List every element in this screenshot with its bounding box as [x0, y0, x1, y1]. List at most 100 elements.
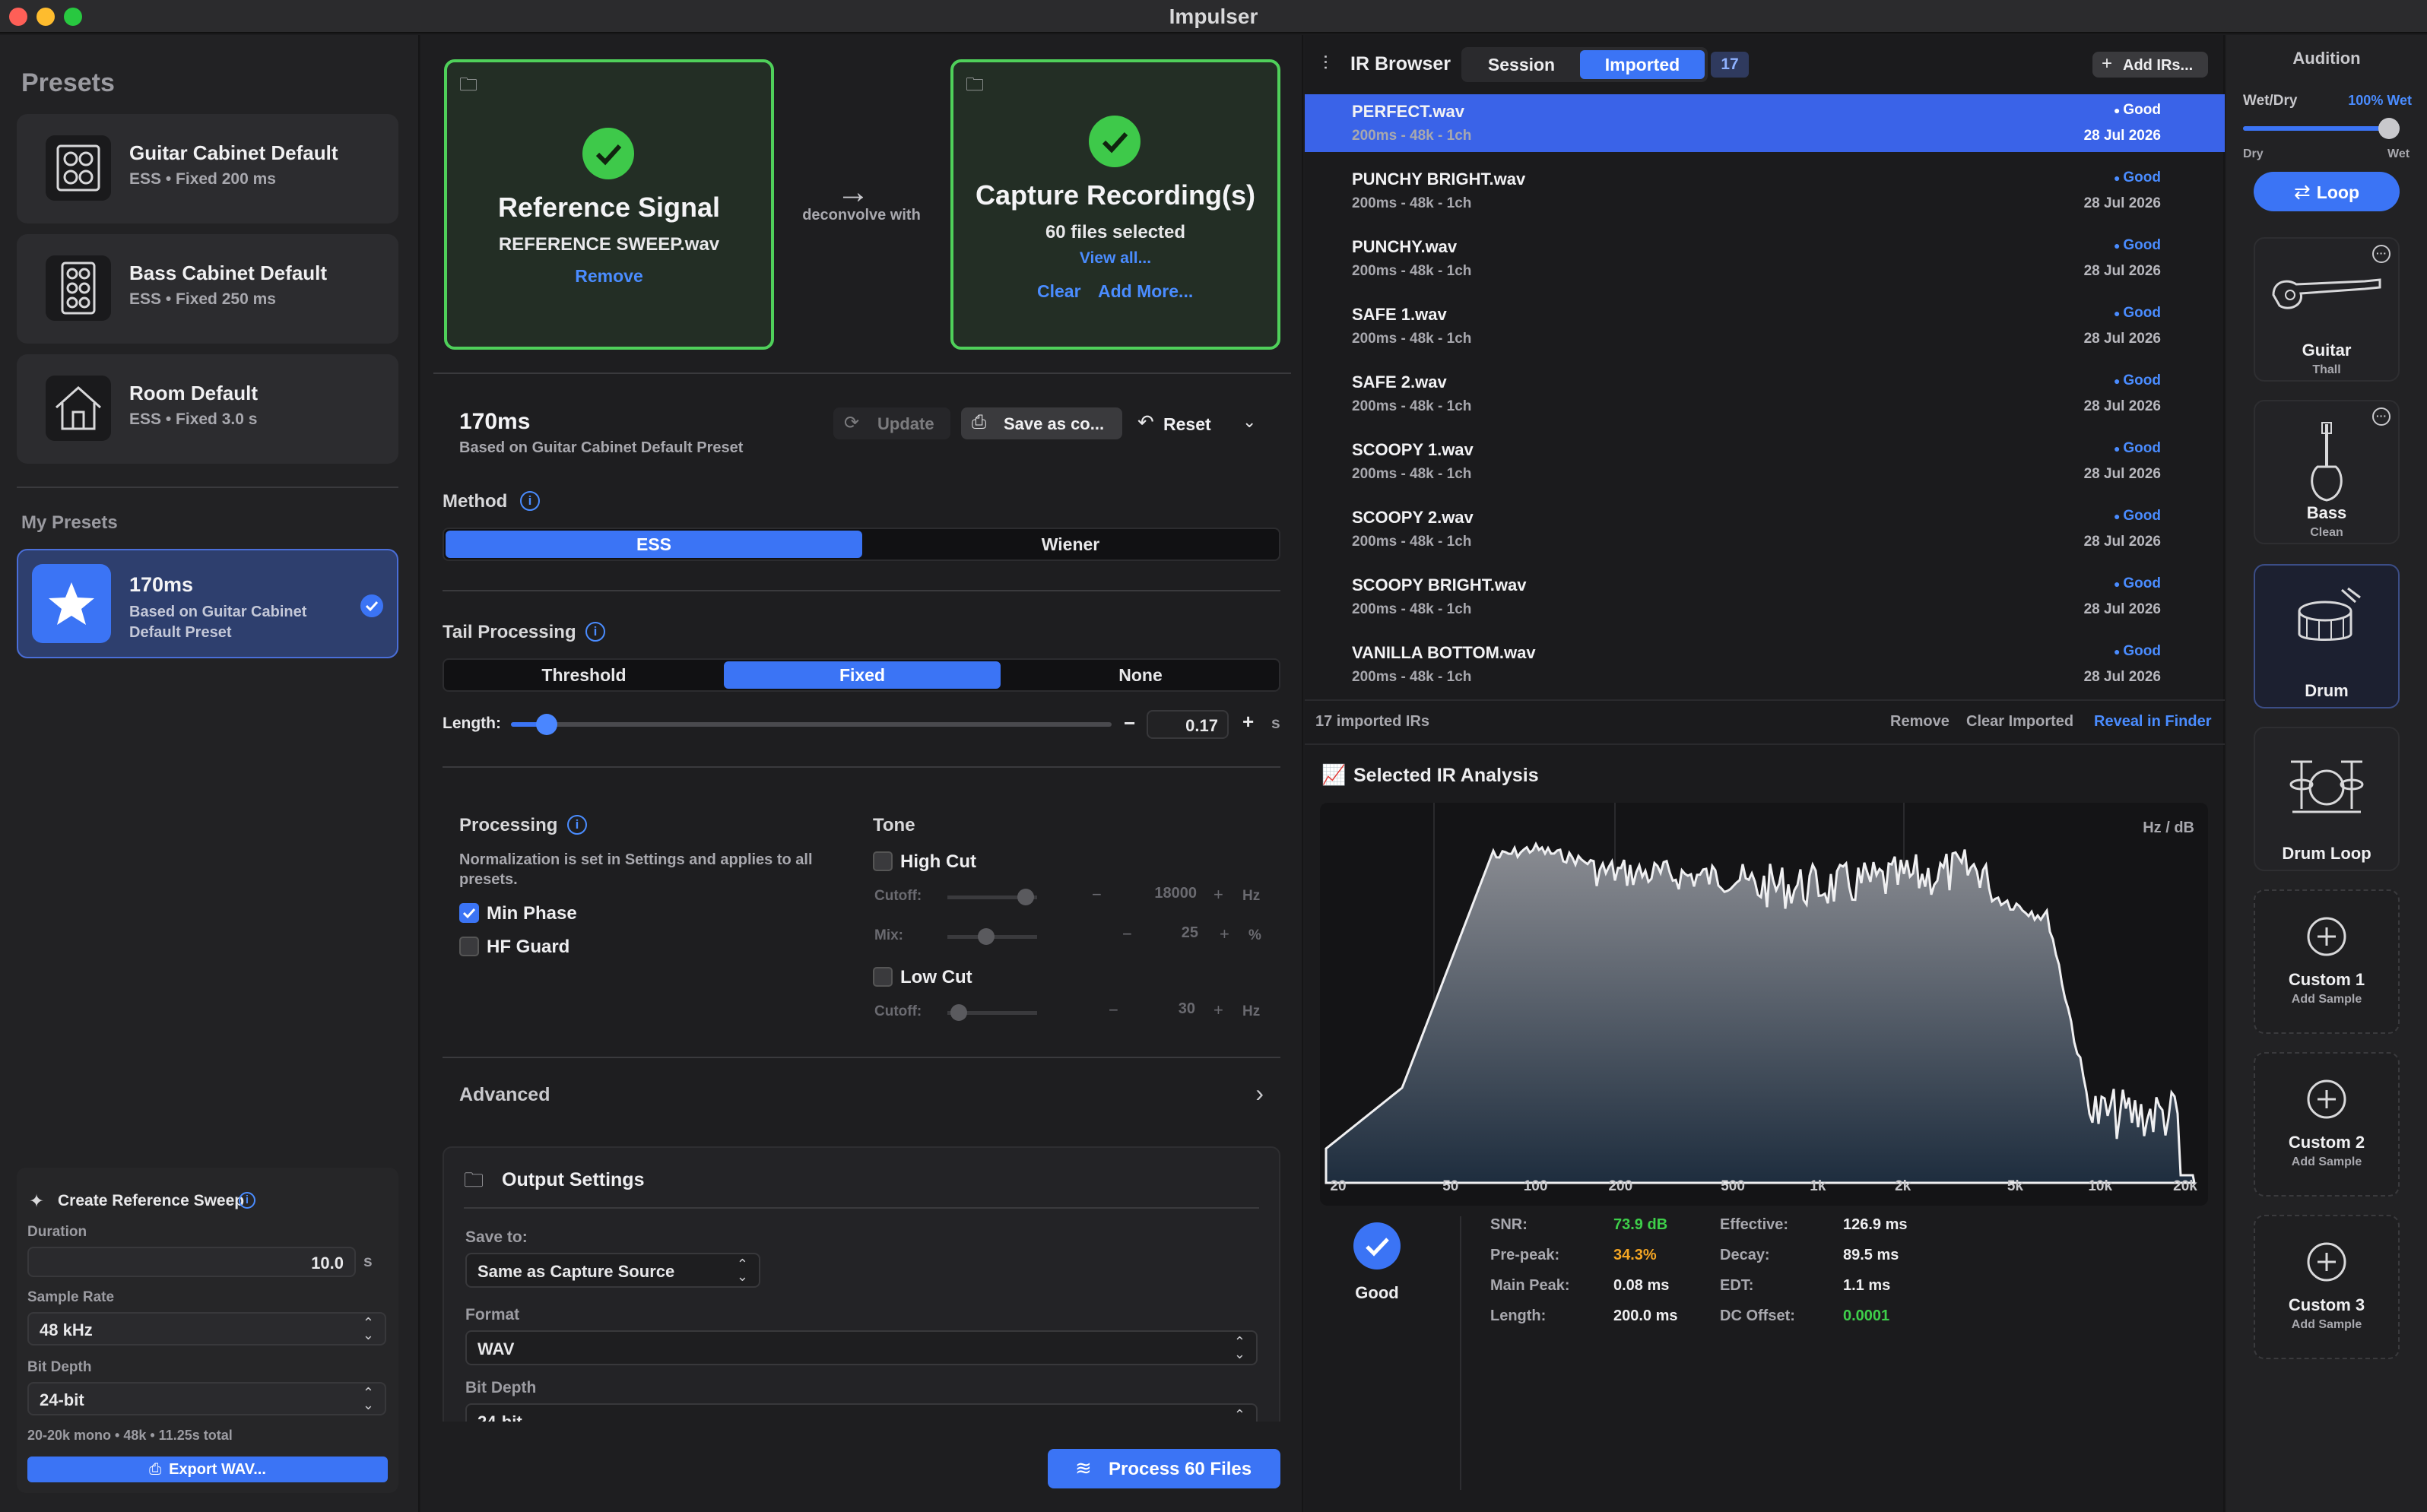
slider-thumb[interactable]: [950, 1004, 967, 1021]
increment-button[interactable]: +: [1242, 710, 1255, 733]
ir-list-item[interactable]: SCOOPY 1.wav 200ms - 48k - 1ch ● Good 28 Ju…: [1305, 433, 2225, 499]
add-more-link[interactable]: Add More...: [1098, 281, 1194, 301]
reveal-in-finder-link[interactable]: Reveal in Finder: [2094, 713, 2212, 730]
ir-quality: ● Good: [2114, 305, 2161, 322]
tail-threshold-option[interactable]: Threshold: [446, 661, 722, 689]
advanced-label: Advanced: [459, 1084, 550, 1105]
low-cut-checkbox[interactable]: [873, 967, 893, 987]
updown-chevron-icon: ⌃⌄: [362, 1385, 374, 1412]
ir-quality-label: Good: [2123, 372, 2161, 388]
close-window-button[interactable]: [9, 8, 27, 26]
method-segmented-control: ESS Wiener: [443, 528, 1280, 561]
reset-label: Reset: [1163, 414, 1211, 434]
reference-signal-card[interactable]: 🗀 Reference Signal REFERENCE SWEEP.wav R…: [444, 59, 774, 350]
low-cutoff-value[interactable]: 30: [1178, 1000, 1195, 1017]
increment-button[interactable]: +: [1214, 885, 1223, 904]
method-ess-option[interactable]: ESS: [446, 531, 862, 558]
audition-sample-guitar[interactable]: ··· Guitar Thall: [2254, 237, 2400, 382]
preset-170ms-selected[interactable]: 170ms Based on Guitar Cabinet Default Pr…: [17, 549, 398, 658]
preset-room[interactable]: Room Default ESS • Fixed 3.0 s: [17, 354, 398, 464]
method-wiener-option[interactable]: Wiener: [862, 531, 1279, 558]
audition-sample-custom-1[interactable]: Custom 1 Add Sample: [2254, 889, 2400, 1034]
increment-button[interactable]: +: [1214, 1000, 1223, 1019]
ir-list-item[interactable]: PERFECT.wav 200ms - 48k - 1ch ● Good 28 Jul…: [1305, 94, 2225, 152]
ir-list-item[interactable]: PUNCHY BRIGHT.wav 200ms - 48k - 1ch ● Good…: [1305, 162, 2225, 229]
update-button[interactable]: ⟳ Update: [833, 407, 950, 439]
minimize-window-button[interactable]: [36, 8, 55, 26]
slider-thumb[interactable]: [978, 928, 995, 945]
audition-sample-bass[interactable]: ··· Bass Clean: [2254, 400, 2400, 544]
info-icon[interactable]: i: [239, 1192, 255, 1209]
zoom-window-button[interactable]: [64, 8, 82, 26]
ir-list-item[interactable]: SCOOPY BRIGHT.wav 200ms - 48k - 1ch ● Good…: [1305, 568, 2225, 635]
decrement-button[interactable]: −: [1124, 712, 1136, 734]
tab-imported[interactable]: Imported: [1580, 50, 1705, 79]
bit-depth-select[interactable]: 24-bit ⌃ ⌄: [27, 1382, 386, 1415]
decrement-button[interactable]: −: [1122, 924, 1132, 943]
ir-meta: 200ms - 48k - 1ch: [1352, 398, 1472, 414]
ir-list-item[interactable]: SAFE 1.wav 200ms - 48k - 1ch ● Good 28 Jul …: [1305, 297, 2225, 364]
advanced-disclosure[interactable]: Advanced ›: [443, 1064, 1280, 1125]
info-icon[interactable]: i: [567, 815, 587, 835]
low-cutoff-slider[interactable]: [947, 1004, 1037, 1021]
my-presets-heading: My Presets: [21, 512, 118, 533]
save-as-copy-button[interactable]: ⎙ Save as co...: [961, 407, 1122, 439]
export-wav-button[interactable]: ⎙ Export WAV...: [27, 1457, 388, 1482]
format-select[interactable]: WAV ⌃ ⌄: [465, 1330, 1258, 1365]
length-value-field[interactable]: 0.17: [1147, 710, 1229, 739]
ir-quality-label: Good: [2123, 170, 2161, 185]
view-all-link[interactable]: View all...: [1079, 249, 1152, 267]
decrement-button[interactable]: −: [1092, 885, 1102, 904]
tail-fixed-option[interactable]: Fixed: [724, 661, 1001, 689]
high-cutoff-slider[interactable]: [947, 889, 1037, 905]
length-slider-thumb[interactable]: [536, 714, 558, 735]
hf-guard-checkbox[interactable]: [459, 937, 479, 956]
reset-button[interactable]: ↶ Reset ⌄: [1137, 407, 1282, 439]
chevron-down-icon[interactable]: ⌄: [1242, 412, 1257, 431]
audition-sample-drum-loop[interactable]: Drum Loop: [2254, 727, 2400, 871]
increment-button[interactable]: +: [1220, 924, 1229, 943]
more-options-icon[interactable]: ···: [2372, 407, 2391, 426]
audition-sample-drum[interactable]: Drum: [2254, 564, 2400, 708]
x-tick-label: 500: [1721, 1178, 1745, 1194]
ir-list-item[interactable]: SCOOPY 2.wav 200ms - 48k - 1ch ● Good 28 Ju…: [1305, 500, 2225, 567]
tail-none-option[interactable]: None: [1002, 661, 1279, 689]
tab-session[interactable]: Session: [1464, 50, 1578, 79]
remove-ir-button[interactable]: Remove: [1890, 713, 1950, 730]
mix-slider[interactable]: [947, 928, 1037, 945]
ir-list-item[interactable]: SAFE 2.wav 200ms - 48k - 1ch ● Good 28 Jul …: [1305, 365, 2225, 432]
ir-quality: ● Good: [2114, 237, 2161, 254]
save-to-select[interactable]: Same as Capture Source ⌃ ⌄: [465, 1253, 760, 1288]
loop-toggle-button[interactable]: ⇄ Loop: [2254, 172, 2400, 211]
info-icon[interactable]: i: [585, 622, 605, 642]
wet-dry-slider[interactable]: [2243, 118, 2400, 139]
ir-date: 28 Jul 2026: [2083, 128, 2161, 144]
decrement-button[interactable]: −: [1109, 1000, 1118, 1019]
mix-value[interactable]: 25: [1181, 924, 1198, 941]
audition-sample-custom-3[interactable]: Custom 3 Add Sample: [2254, 1215, 2400, 1359]
process-files-button[interactable]: ≋ Process 60 Files: [1048, 1449, 1280, 1488]
high-cutoff-value[interactable]: 18000: [1154, 885, 1197, 902]
reference-remove-link[interactable]: Remove: [575, 266, 643, 286]
high-cut-checkbox[interactable]: [873, 851, 893, 871]
capture-clear-link[interactable]: Clear: [1037, 281, 1081, 301]
sample-rate-select[interactable]: 48 kHz ⌃ ⌄: [27, 1312, 386, 1346]
more-options-icon[interactable]: ···: [2372, 245, 2391, 263]
wet-dry-thumb[interactable]: [2378, 118, 2400, 139]
ir-list-item[interactable]: VANILLA BOTTOM.wav 200ms - 48k - 1ch ● Goo…: [1305, 636, 2225, 702]
length-slider-track[interactable]: [511, 714, 1112, 735]
audition-sample-custom-2[interactable]: Custom 2 Add Sample: [2254, 1052, 2400, 1197]
clear-imported-button[interactable]: Clear Imported: [1966, 713, 2074, 730]
capture-recordings-card[interactable]: 🗀 Capture Recording(s) 60 files selected…: [950, 59, 1280, 350]
info-icon[interactable]: i: [520, 491, 540, 511]
add-irs-button[interactable]: + Add IRs...: [2092, 52, 2208, 78]
good-check-icon: [1353, 1222, 1401, 1270]
preset-bass-cabinet[interactable]: Bass Cabinet Default ESS • Fixed 250 ms: [17, 234, 398, 344]
preset-name: Room Default: [129, 382, 258, 404]
add-irs-label: Add IRs...: [2123, 57, 2194, 74]
duration-field[interactable]: 10.0: [27, 1247, 356, 1277]
min-phase-checkbox[interactable]: [459, 903, 479, 923]
preset-guitar-cabinet[interactable]: Guitar Cabinet Default ESS • Fixed 200 m…: [17, 114, 398, 223]
slider-thumb[interactable]: [1017, 889, 1034, 905]
ir-list-item[interactable]: PUNCHY.wav 200ms - 48k - 1ch ● Good 28 Jul …: [1305, 230, 2225, 296]
